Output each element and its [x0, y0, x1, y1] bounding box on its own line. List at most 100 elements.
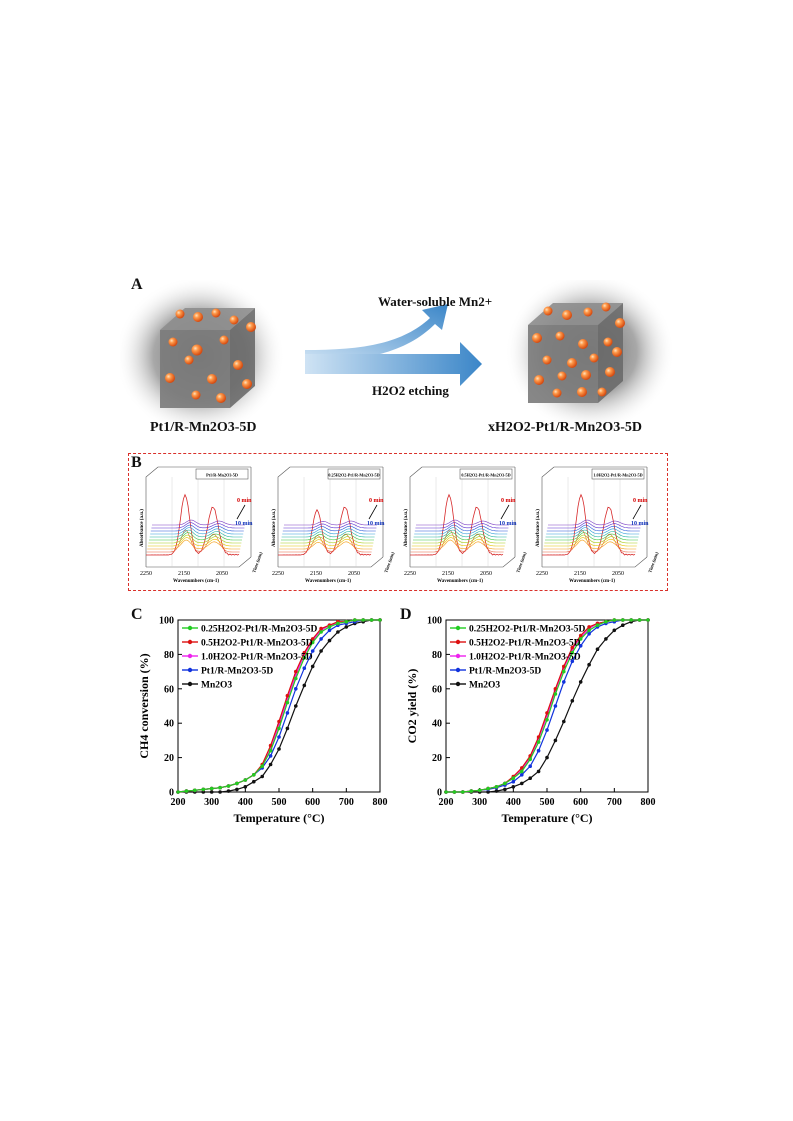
y-axis-label: Absorbance (a.u.) [272, 509, 277, 547]
data-point [578, 644, 583, 648]
subplot-title: Pt1/R-Mn2O3-5D [206, 473, 238, 478]
data-point [319, 649, 323, 653]
data-point [528, 776, 532, 780]
legend-entry: 0.25H2O2-Pt1/R-Mn2O3-5D [450, 625, 586, 635]
legend-marker [455, 653, 461, 659]
x-tick-label: 400 [238, 797, 253, 808]
data-point [562, 664, 566, 669]
y-tick-label: 80 [432, 650, 442, 661]
data-point [302, 650, 307, 655]
spectrum-line [152, 519, 245, 526]
subplot-title: 1.0H2O2-Pt1/R-Mn2O3-5D [593, 473, 642, 478]
tick-label: 2250 [536, 571, 548, 577]
subplot-title-box [591, 468, 645, 480]
spectrum-line [150, 527, 244, 535]
spectrum-line [413, 532, 506, 541]
data-point [520, 781, 524, 786]
spectrum-line [150, 524, 244, 532]
x-tick-label: 300 [204, 797, 219, 808]
time-arrow [500, 504, 510, 520]
spectrum-line [413, 529, 507, 538]
time-end-label: 10 min [631, 521, 649, 527]
spectrum-line [151, 522, 245, 529]
legend-marker [187, 681, 193, 687]
data-point [277, 735, 281, 739]
data-point [486, 790, 490, 794]
legend-marker [187, 667, 193, 673]
time-end-label: 10 min [235, 521, 253, 527]
legend-label: Pt1/R-Mn2O3-5D [201, 667, 273, 677]
data-point [562, 669, 566, 674]
data-point [268, 762, 273, 767]
data-point [587, 628, 591, 633]
data-point [511, 776, 516, 780]
data-point [378, 618, 382, 622]
box-edge [541, 466, 555, 567]
tick-label: 2050 [348, 571, 360, 577]
spectrum-line [545, 532, 638, 541]
box-edge [277, 466, 291, 567]
data-point [503, 787, 507, 792]
data-point [621, 618, 625, 622]
data-point [545, 755, 549, 760]
x-tick-label: 700 [339, 797, 354, 808]
panel-label-b: B [131, 454, 142, 471]
data-point [604, 637, 608, 641]
legend-entry: Pt1/R-Mn2O3-5D [182, 667, 273, 677]
data-point [310, 637, 315, 641]
data-point [494, 785, 499, 789]
data-point [294, 669, 298, 674]
left-cube-label: Pt1/R-Mn2O3-5D [150, 420, 257, 435]
data-point [235, 787, 239, 792]
data-point [587, 662, 591, 667]
data-point [336, 621, 340, 626]
legend-label: 0.25H2O2-Pt1/R-Mn2O3-5D [201, 625, 318, 635]
subplot-title-box [195, 468, 249, 480]
data-point [536, 748, 541, 753]
data-point [294, 687, 298, 691]
legend-label: 0.5H2O2-Pt1/R-Mn2O3-5D [469, 639, 581, 649]
data-point [369, 618, 374, 622]
data-point [184, 789, 189, 793]
legend-entry: 0.5H2O2-Pt1/R-Mn2O3-5D [450, 639, 581, 649]
panel-label-c: C [131, 606, 143, 623]
box-edge [278, 556, 384, 568]
legend-entry: Mn2O3 [182, 681, 232, 691]
x-tick-label: 200 [171, 797, 186, 808]
legend-entry: 0.25H2O2-Pt1/R-Mn2O3-5D [182, 625, 318, 635]
time-start-label: 0 min [369, 498, 384, 504]
data-point [285, 711, 290, 715]
data-point [570, 650, 575, 655]
data-point [452, 790, 457, 794]
data-point [268, 754, 273, 758]
spectra-subplot: 1.0H2O2-Pt1/R-Mn2O3-5D 2250 2150 2050 Wavenu… [536, 466, 659, 584]
legend-entry: 0.5H2O2-Pt1/R-Mn2O3-5D [182, 639, 313, 649]
legend-marker [455, 681, 461, 687]
data-point [646, 618, 650, 622]
data-point [520, 769, 524, 774]
data-point [562, 719, 566, 724]
y-tick-label: 20 [164, 753, 174, 764]
box-edge [410, 556, 516, 568]
spectrum-line [543, 537, 637, 547]
spectrum-line [546, 527, 640, 535]
z-axis-label: Time (min) [383, 551, 395, 573]
spectrum-line [280, 536, 374, 544]
data-point [536, 769, 541, 774]
data-point [310, 664, 315, 669]
data-point [302, 656, 307, 660]
z-axis-label: Time (min) [251, 551, 263, 573]
data-point [486, 786, 490, 791]
data-point [218, 785, 222, 790]
spectrum-line [415, 522, 509, 529]
y-tick-label: 100 [159, 616, 174, 627]
time-arrow [632, 504, 642, 520]
spectrum-line [411, 537, 505, 547]
data-point [545, 718, 549, 722]
spectrum-line [414, 524, 508, 532]
data-point [277, 726, 281, 731]
panel-label-a: A [131, 276, 143, 293]
data-point [536, 735, 541, 739]
data-point [578, 633, 583, 638]
tick-label: 2250 [272, 571, 284, 577]
